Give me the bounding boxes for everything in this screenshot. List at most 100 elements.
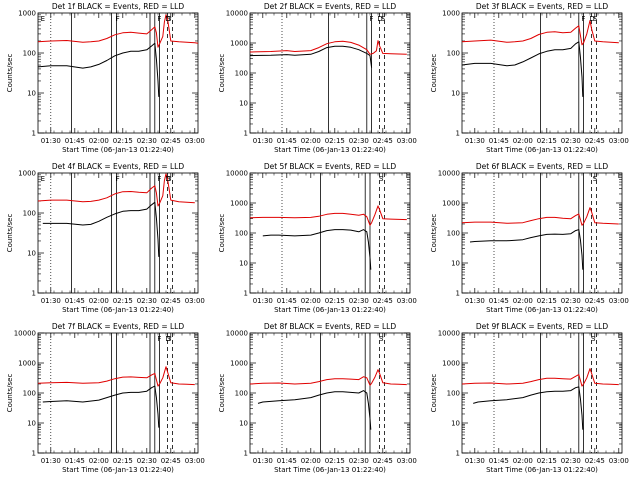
x-tick-label: 01:30	[253, 297, 273, 305]
x-tick-label: 02:00	[513, 137, 533, 145]
x-tick-label: 01:45	[277, 297, 297, 305]
flag-letter: D	[589, 15, 594, 23]
y-axis-label: Counts/sec	[6, 374, 14, 413]
x-tick-label: 02:15	[113, 297, 133, 305]
x-tick-label: 02:00	[513, 457, 533, 465]
x-tick-label: 02:30	[137, 137, 157, 145]
flag-letter: S	[593, 15, 598, 23]
x-tick-label: 02:45	[161, 137, 181, 145]
x-tick-label: 02:15	[537, 297, 557, 305]
y-tick-label: 10	[27, 250, 36, 258]
flag-letter: F	[157, 335, 161, 343]
y-tick-label: 1	[32, 290, 36, 298]
flag-letter: S	[593, 175, 598, 183]
y-axis-label: Counts/sec	[6, 54, 14, 93]
chart-panel-9: Det 9f BLACK = Events, RED = LLD 1 10 100 10…	[430, 322, 629, 474]
plot-frame	[37, 12, 199, 134]
y-axis-label: Counts/sec	[218, 374, 226, 413]
x-tick-label: 02:15	[113, 457, 133, 465]
x-axis-label: Start Time (06-Jan-13 01:22:40)	[486, 466, 598, 474]
x-tick-label: 02:45	[161, 297, 181, 305]
y-tick-label: 10000	[226, 330, 248, 338]
x-tick-label: 01:30	[465, 457, 485, 465]
y-tick-label: 1000	[18, 360, 36, 368]
y-tick-label: 1000	[442, 200, 460, 208]
y-tick-label: 10000	[226, 170, 248, 178]
events-series-line	[461, 41, 584, 97]
x-tick-label: 02:15	[325, 137, 345, 145]
chart-panel-7: Det 7f BLACK = Events, RED = LLD 1 10 100 10…	[6, 322, 205, 474]
y-tick-label: 1	[32, 130, 36, 138]
y-axis-label: Counts/sec	[430, 214, 438, 253]
chart-title: Det 7f BLACK = Events, RED = LLD	[52, 322, 185, 331]
x-tick-label: 02:15	[325, 457, 345, 465]
flag-letter: S	[379, 335, 384, 343]
x-tick-label: 01:45	[65, 457, 85, 465]
y-axis-label: Counts/sec	[430, 54, 438, 93]
x-axis-label: Start Time (06-Jan-13 01:22:40)	[486, 306, 598, 314]
x-axis-label: Start Time (06-Jan-13 01:22:40)	[62, 306, 174, 314]
events-series-line	[42, 201, 160, 257]
y-tick-label: 100	[447, 230, 460, 238]
lld-series-line	[37, 366, 195, 387]
y-tick-label: 1000	[18, 170, 36, 178]
plot-frame	[249, 12, 411, 134]
chart-title: Det 2f BLACK = Events, RED = LLD	[264, 2, 397, 11]
x-tick-label: 02:15	[537, 137, 557, 145]
flag-letter: S	[167, 335, 172, 343]
x-tick-label: 02:30	[137, 297, 157, 305]
plot-frame	[249, 172, 411, 294]
y-tick-label: 100	[447, 390, 460, 398]
y-axis-label: Counts/sec	[6, 214, 14, 253]
x-tick-label: 02:30	[349, 297, 369, 305]
chart-panel-1: Det 1f BLACK = Events, RED = LLD 1 10 100 10…	[6, 2, 205, 154]
chart-title: Det 5f BLACK = Events, RED = LLD	[264, 162, 397, 171]
y-tick-label: 1	[244, 130, 248, 138]
events-series-line	[37, 42, 160, 97]
flag-letter: E	[41, 15, 45, 23]
y-tick-label: 1000	[230, 360, 248, 368]
y-tick-label: 1000	[230, 40, 248, 48]
x-axis-label: Start Time (06-Jan-13 01:22:40)	[62, 466, 174, 474]
flag-letter: S	[379, 175, 384, 183]
events-series-line	[473, 386, 584, 430]
x-axis-label: Start Time (06-Jan-13 01:22:40)	[274, 146, 386, 154]
y-axis-label: Counts/sec	[218, 214, 226, 253]
flag-letter: E	[41, 175, 45, 183]
y-tick-label: 100	[23, 390, 36, 398]
y-tick-label: 10	[239, 420, 248, 428]
flag-letter: F	[157, 175, 161, 183]
y-tick-label: 10000	[438, 330, 460, 338]
lld-series-line	[249, 369, 407, 386]
plot-frame	[461, 172, 623, 294]
chart-title: Det 3f BLACK = Events, RED = LLD	[476, 2, 609, 11]
x-axis-label: Start Time (06-Jan-13 01:22:40)	[486, 146, 598, 154]
flag-letter: S	[591, 335, 596, 343]
events-series-line	[249, 45, 373, 68]
events-series-line	[257, 390, 372, 430]
y-tick-label: 1	[244, 290, 248, 298]
x-tick-label: 02:45	[585, 297, 605, 305]
y-tick-label: 1	[456, 290, 460, 298]
x-tick-label: 03:00	[185, 457, 205, 465]
x-tick-label: 01:30	[41, 457, 61, 465]
y-tick-label: 1000	[18, 10, 36, 18]
y-tick-label: 100	[447, 50, 460, 58]
y-tick-label: 10000	[14, 330, 36, 338]
x-tick-label: 03:00	[609, 297, 629, 305]
events-series-line	[262, 229, 372, 270]
x-tick-label: 02:30	[561, 137, 581, 145]
chart-panel-8: Det 8f BLACK = Events, RED = LLD 1 10 100 10…	[218, 322, 417, 474]
x-tick-label: 01:45	[489, 297, 509, 305]
y-tick-label: 1	[456, 130, 460, 138]
x-axis-label: Start Time (06-Jan-13 01:22:40)	[274, 306, 386, 314]
x-tick-label: 02:45	[161, 457, 181, 465]
x-tick-label: 01:30	[253, 457, 273, 465]
x-tick-label: 02:30	[137, 457, 157, 465]
x-tick-label: 03:00	[609, 457, 629, 465]
y-tick-label: 1	[244, 450, 248, 458]
y-tick-label: 1	[456, 450, 460, 458]
x-tick-label: 01:30	[465, 297, 485, 305]
y-tick-label: 100	[235, 390, 248, 398]
flag-letter: F	[369, 15, 373, 23]
